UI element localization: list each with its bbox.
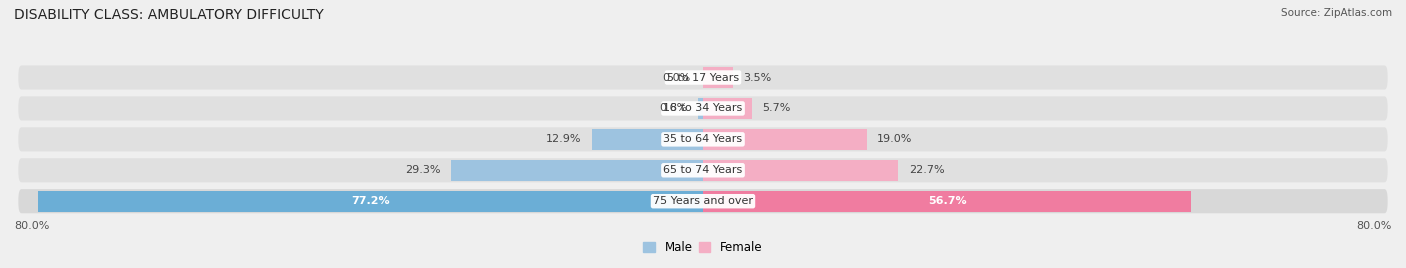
- Text: Source: ZipAtlas.com: Source: ZipAtlas.com: [1281, 8, 1392, 18]
- FancyBboxPatch shape: [18, 158, 1388, 182]
- Text: 56.7%: 56.7%: [928, 196, 966, 206]
- FancyBboxPatch shape: [18, 127, 1388, 151]
- FancyBboxPatch shape: [18, 189, 1388, 213]
- Text: 29.3%: 29.3%: [405, 165, 440, 175]
- Bar: [703, 129, 866, 150]
- Bar: [697, 98, 703, 119]
- Text: 77.2%: 77.2%: [352, 196, 389, 206]
- FancyBboxPatch shape: [18, 96, 1388, 121]
- Text: 12.9%: 12.9%: [546, 134, 582, 144]
- Bar: [592, 129, 703, 150]
- Text: DISABILITY CLASS: AMBULATORY DIFFICULTY: DISABILITY CLASS: AMBULATORY DIFFICULTY: [14, 8, 323, 22]
- Bar: [703, 160, 898, 181]
- Text: 18 to 34 Years: 18 to 34 Years: [664, 103, 742, 113]
- Text: 75 Years and over: 75 Years and over: [652, 196, 754, 206]
- Text: 0.0%: 0.0%: [662, 73, 690, 83]
- Text: 5 to 17 Years: 5 to 17 Years: [666, 73, 740, 83]
- Text: 65 to 74 Years: 65 to 74 Years: [664, 165, 742, 175]
- Text: 22.7%: 22.7%: [908, 165, 945, 175]
- Text: 80.0%: 80.0%: [14, 221, 49, 231]
- Text: 35 to 64 Years: 35 to 64 Years: [664, 134, 742, 144]
- Text: 80.0%: 80.0%: [1357, 221, 1392, 231]
- Text: 5.7%: 5.7%: [762, 103, 790, 113]
- FancyBboxPatch shape: [18, 65, 1388, 90]
- Text: 3.5%: 3.5%: [744, 73, 772, 83]
- Text: 0.6%: 0.6%: [659, 103, 688, 113]
- Text: 19.0%: 19.0%: [877, 134, 912, 144]
- Bar: [703, 191, 1191, 212]
- Bar: [38, 191, 703, 212]
- Bar: [703, 98, 752, 119]
- Legend: Male, Female: Male, Female: [638, 236, 768, 259]
- Bar: [703, 67, 733, 88]
- Bar: [451, 160, 703, 181]
